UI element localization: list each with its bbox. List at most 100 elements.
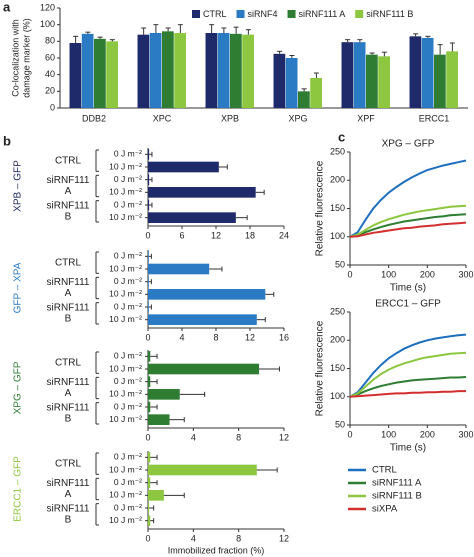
group-label: siRNF111 [47,277,90,288]
x-tick-label: 100 [381,429,396,439]
x-tick-label: 12 [279,432,289,442]
bar [378,56,390,108]
x-axis-label: Immobilized fraction (%) [168,545,265,555]
line-series [349,213,467,238]
x-tick-label: 300 [458,269,473,279]
bar [148,515,151,526]
row-label: 0 J m⁻² [114,477,142,487]
bar [353,42,366,108]
row-label: 10 J m⁻² [109,314,142,324]
chart-title: ERCC1 – GFP [375,299,441,310]
y-axis-label: XPG – GFP [13,361,24,414]
bar [310,78,322,108]
y-tick-label: 100 [330,231,345,241]
row-label: 10 J m⁻² [109,490,142,500]
x-tick-label: XPG [288,113,307,123]
panel-label: b [3,133,11,148]
row-label: 10 J m⁻² [109,161,142,171]
group-label: B [65,211,72,222]
y-tick-label: 250 [330,306,345,316]
bar [148,212,236,223]
y-axis-label: Co-localization with [10,19,20,97]
panel-label: c [338,129,345,144]
bar [148,389,180,400]
bar [366,54,378,108]
line-series [349,376,467,398]
bar [106,41,118,109]
y-axis-label: GFP – XPA [13,262,24,313]
group-label: CTRL [55,357,82,368]
bar [148,490,164,501]
bar [285,58,298,108]
legend-label: siRNF111 B [366,9,413,19]
y-tick-label: 80 [45,36,55,46]
x-tick-label: 4 [179,332,184,342]
x-tick-label: 0 [145,332,150,342]
line-series [349,221,467,238]
legend-swatch [287,10,296,18]
y-tick-label: 150 [330,203,345,213]
bar [148,187,256,198]
group-label: siRNF111 [47,175,90,186]
y-axis-label: ERCC1 – GFP [13,456,24,522]
row-label: 0 J m⁻² [114,301,142,311]
y-axis-label: damage marker (%) [21,18,31,98]
legend-label: siXPA [372,504,398,515]
group-label: B [65,514,72,525]
group-label: A [65,489,72,500]
legend-label: siRNF111 A [299,9,346,19]
legend-swatch [236,10,245,18]
bar [94,38,106,109]
bar [148,502,150,514]
y-tick-label: 0 [50,102,55,112]
row-label: 10 J m⁻² [109,414,142,424]
group-label: siRNF111 [47,377,90,388]
x-tick-label: 4 [191,533,196,543]
bar [174,33,186,108]
bar [148,414,170,425]
row-label: 10 J m⁻² [109,389,142,399]
x-tick-label: 6 [179,230,184,240]
bar [148,174,150,185]
y-tick-label: 50 [335,419,345,429]
y-tick-label: 120 [40,2,55,12]
line-series [349,159,467,238]
x-tick-label: 200 [420,269,435,279]
y-tick-label: 40 [45,69,55,79]
row-label: 0 J m⁻² [114,199,142,209]
x-tick-label: 0 [347,429,352,439]
bar [148,161,219,173]
group-label: B [65,413,72,424]
bar [148,149,150,160]
bar [230,33,242,109]
x-tick-label: 0 [145,230,150,240]
y-tick-label: 20 [45,86,55,96]
row-label: 0 J m⁻² [114,251,142,261]
bar [148,452,151,463]
x-tick-label: XPF [357,113,375,123]
row-label: 10 J m⁻² [109,363,142,373]
panel-label: a [3,0,11,14]
chart-title: XPG – GFP [382,139,435,150]
bar [242,34,254,108]
bar [81,33,94,109]
row-label: 0 J m⁻² [114,276,142,286]
y-axis-label: Relative fluorescence [315,160,326,256]
x-tick-label: DDB2 [82,113,106,123]
x-tick-label: 0 [347,269,352,279]
y-tick-label: 50 [335,259,345,269]
row-label: 0 J m⁻² [114,351,142,361]
legend-label: siRNF111 B [372,491,422,502]
y-tick-label: 200 [330,175,345,185]
x-tick-label: 16 [279,332,289,342]
bar [148,263,210,275]
bar [409,36,422,109]
x-tick-label: XPC [153,113,172,123]
x-tick-label: 200 [420,429,435,439]
row-label: 10 J m⁻² [109,515,142,525]
bar [217,33,230,108]
group-label: CTRL [55,458,82,469]
legend-label: siRNF111 A [372,478,422,489]
group-label: siRNF111 [47,302,90,313]
